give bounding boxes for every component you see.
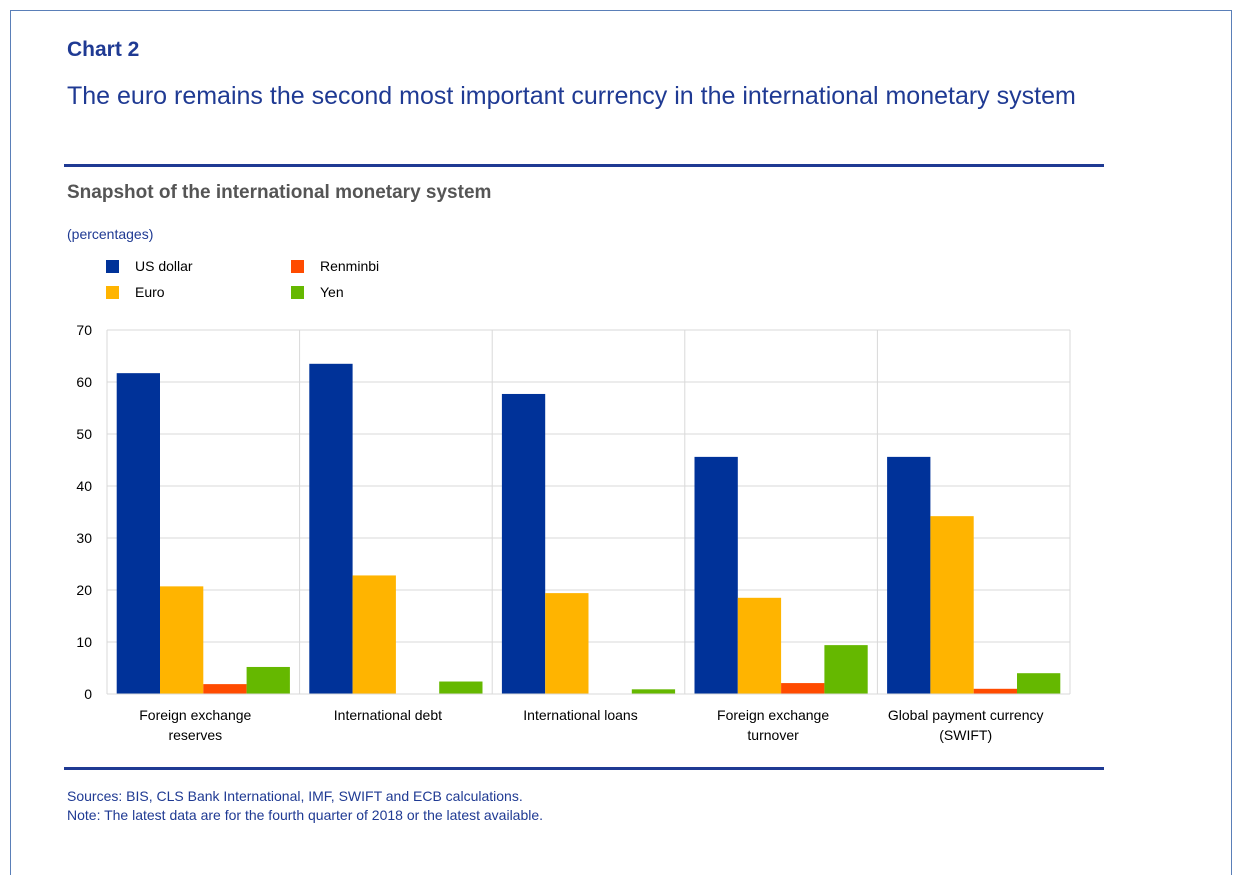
bar-euro-0 <box>160 586 204 694</box>
y-tick-label-30: 30 <box>76 530 92 546</box>
unit-label: (percentages) <box>67 226 154 242</box>
legend-label-us-dollar: US dollar <box>135 258 193 274</box>
bar-us-dollar-3 <box>694 456 738 694</box>
legend-swatch-renminbi <box>291 259 304 273</box>
chart-title: The euro remains the second most importa… <box>67 82 1076 110</box>
chart-footnotes: Sources: BIS, CLS Bank International, IM… <box>67 787 543 825</box>
bar-us-dollar-1 <box>309 363 353 694</box>
bar-yen-4 <box>1017 673 1061 694</box>
chart-frame <box>10 10 1232 875</box>
title-divider <box>64 164 1104 167</box>
legend-swatch-euro <box>106 285 119 299</box>
bar-yen-1 <box>439 681 483 694</box>
category-label-2-0: International loans <box>523 707 637 723</box>
legend-swatch-yen <box>291 285 304 299</box>
y-tick-label-20: 20 <box>76 582 92 598</box>
y-tick-label-50: 50 <box>76 426 92 442</box>
chart-number: Chart 2 <box>67 38 140 61</box>
legend-label-renminbi: Renminbi <box>320 258 380 274</box>
legend-euro: Euro <box>106 284 165 300</box>
bar-renminbi-3 <box>781 683 825 694</box>
bar-yen-0 <box>246 666 290 694</box>
bar-renminbi-0 <box>203 684 247 694</box>
category-label-4-0: Global payment currency <box>888 707 1044 723</box>
legend-yen: Yen <box>291 284 344 300</box>
legend-swatch-us-dollar <box>106 259 119 273</box>
category-label-3-0: Foreign exchange <box>717 707 829 723</box>
y-tick-label-0: 0 <box>84 686 92 702</box>
bar-renminbi-4 <box>973 688 1017 694</box>
y-tick-label-40: 40 <box>76 478 92 494</box>
category-label-0-0: Foreign exchange <box>139 707 251 723</box>
y-tick-label-60: 60 <box>76 374 92 390</box>
bar-euro-2 <box>545 593 589 694</box>
sources-text: Sources: BIS, CLS Bank International, IM… <box>67 788 523 804</box>
legend-label-euro: Euro <box>135 284 165 300</box>
category-label-4-1: (SWIFT) <box>939 727 992 743</box>
bar-us-dollar-2 <box>501 393 546 694</box>
bar-us-dollar-0 <box>116 373 160 694</box>
bar-yen-3 <box>824 645 868 694</box>
legend-renminbi: Renminbi <box>291 258 379 274</box>
category-label-1-0: International debt <box>334 707 442 723</box>
chart-subtitle: Snapshot of the international monetary s… <box>67 182 492 203</box>
y-tick-label-10: 10 <box>76 634 92 650</box>
y-tick-label-70: 70 <box>76 322 92 338</box>
category-label-0-1: reserves <box>168 727 222 743</box>
bar-us-dollar-4 <box>887 456 931 694</box>
bar-euro-1 <box>352 575 396 694</box>
category-label-3-1: turnover <box>747 727 799 743</box>
bar-euro-3 <box>737 597 782 694</box>
legend-label-yen: Yen <box>320 284 344 300</box>
legend-us-dollar: US dollar <box>106 258 193 274</box>
footer-divider <box>64 767 1104 770</box>
bar-euro-4 <box>930 516 974 694</box>
note-text: Note: The latest data are for the fourth… <box>67 807 544 823</box>
bar-yen-2 <box>631 689 676 694</box>
